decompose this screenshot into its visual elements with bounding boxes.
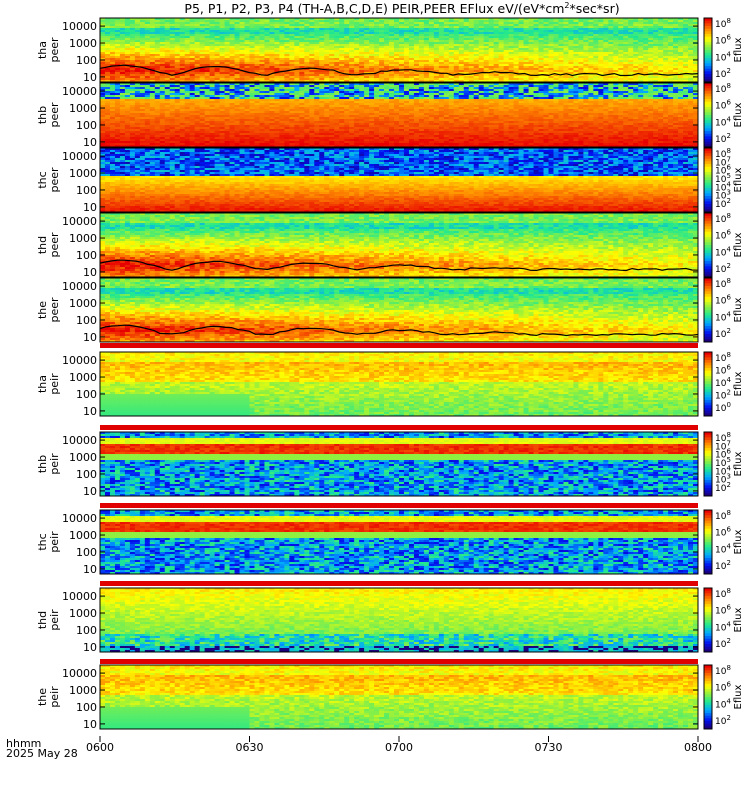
colorbar-segment bbox=[704, 61, 712, 64]
y-tick-label: 1000 bbox=[69, 37, 97, 50]
y-tick-label: 10000 bbox=[62, 20, 97, 33]
colorbar-segment bbox=[704, 50, 712, 53]
colorbar-segment bbox=[704, 66, 712, 69]
colorbar-title: Eflux bbox=[733, 37, 744, 62]
plot-title: P5, P1, P2, P3, P4 (TH-A,B,C,D,E) PEIR,P… bbox=[184, 1, 619, 16]
plot-title-main: P5, P1, P2, P3, P4 (TH-A,B,C,D,E) PEIR,P… bbox=[184, 1, 564, 16]
colorbar-segment bbox=[704, 31, 712, 34]
colorbar-segment bbox=[704, 26, 712, 29]
colorbar-segment bbox=[704, 74, 712, 77]
y-tick-label: 100 bbox=[76, 54, 97, 67]
colorbar-segment bbox=[704, 69, 712, 72]
colorbar-segment bbox=[704, 37, 712, 40]
colorbar-segment bbox=[704, 39, 712, 42]
colorbar-segment bbox=[704, 63, 712, 66]
colorbar-segment bbox=[704, 34, 712, 37]
colorbar-segment bbox=[704, 58, 712, 61]
colorbar-segment bbox=[704, 71, 712, 74]
colorbar-segment bbox=[704, 55, 712, 58]
colorbar-segment bbox=[704, 77, 712, 80]
plot-title-tail: *sec*sr) bbox=[569, 1, 619, 16]
colorbar-segment bbox=[704, 23, 712, 26]
colorbar-segment bbox=[704, 45, 712, 48]
panel-species-label: peer bbox=[48, 37, 61, 63]
colorbar-tick-label: 106 bbox=[715, 34, 731, 47]
colorbar-tick-label: 102 bbox=[715, 67, 731, 80]
colorbar-segment bbox=[704, 53, 712, 56]
panel-peer-thb: 10100100010000thbpeer102104106108Eflux bbox=[36, 82, 744, 149]
colorbar-segment bbox=[704, 21, 712, 24]
colorbar-segment bbox=[704, 29, 712, 32]
colorbar-segment bbox=[704, 42, 712, 45]
colorbar-tick-label: 104 bbox=[715, 50, 731, 63]
y-tick-label: 10 bbox=[83, 71, 97, 84]
colorbar-segment bbox=[704, 47, 712, 50]
colorbar-tick-label: 108 bbox=[715, 17, 731, 30]
